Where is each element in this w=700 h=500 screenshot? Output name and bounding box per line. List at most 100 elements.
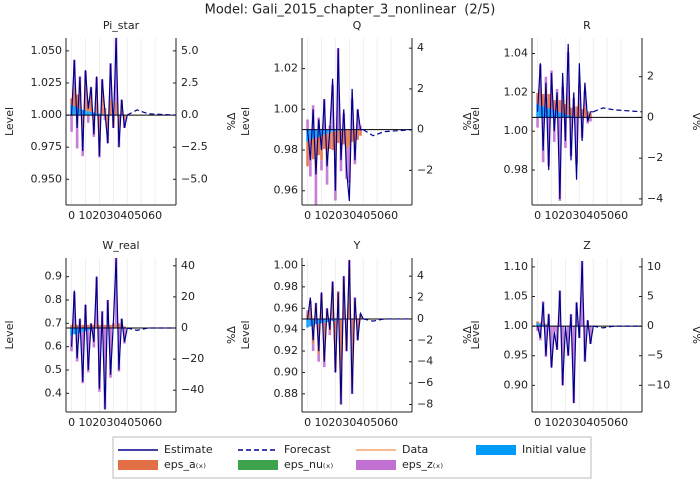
contribution-bar [328, 331, 332, 335]
y-tick-label: 0.8 [45, 293, 63, 306]
x-tick-label: 20 [558, 209, 572, 222]
contribution-bar [109, 63, 112, 100]
contribution-bar [541, 324, 545, 327]
contribution-bar [314, 318, 318, 325]
contribution-bar [306, 141, 309, 167]
y-tick-label: 1.04 [504, 47, 529, 60]
contribution-bar [569, 115, 573, 118]
x-tick-label: 10 [544, 416, 558, 429]
y2-tick-label: 10 [647, 260, 661, 273]
y2-tick-label: 0 [417, 312, 424, 325]
contribution-bar [320, 160, 323, 171]
contribution-bar [114, 101, 118, 115]
contribution-bar [342, 130, 346, 145]
contribution-bar [331, 84, 334, 130]
forecast-line [362, 129, 413, 137]
contribution-bar [98, 113, 101, 116]
y-tick-label: 0.4 [45, 386, 63, 399]
x-tick-label: 30 [342, 209, 356, 222]
contribution-bar [555, 88, 559, 96]
legend-swatch [476, 445, 516, 455]
y2-tick-label: −6 [417, 376, 433, 389]
x-tick-label: 50 [600, 209, 614, 222]
level-line [306, 260, 364, 405]
contribution-bar [322, 322, 326, 361]
contribution-bar [314, 137, 318, 169]
contribution-bar [322, 129, 326, 135]
y-axis-label: Level [469, 320, 482, 349]
y-tick-label: 1.00 [274, 102, 299, 115]
y-tick-label: 1.02 [504, 85, 529, 98]
x-tick-label: 0 [534, 209, 541, 222]
y2-axis-label: %Δ [225, 112, 238, 130]
contribution-bar [331, 318, 334, 322]
contribution-bar [70, 115, 73, 132]
contribution-bar [120, 108, 124, 116]
y2-tick-label: −4 [417, 355, 433, 368]
legend-swatch [118, 460, 158, 470]
contribution-bar [106, 115, 110, 128]
contribution-bar [536, 117, 539, 128]
contribution-bar [336, 48, 340, 130]
level-line [536, 260, 594, 404]
contribution-bar [572, 326, 576, 404]
x-tick-label: 30 [572, 416, 586, 429]
contribution-bar [317, 136, 321, 156]
y-tick-label: 1.02 [274, 62, 299, 75]
contribution-bar [536, 321, 539, 324]
contribution-bar [89, 92, 93, 112]
contribution-bar [309, 139, 312, 157]
contribution-bar [114, 258, 118, 325]
y2-tick-label: 4 [417, 269, 424, 282]
contribution-bar [306, 318, 309, 328]
y2-tick-label: −5 [647, 349, 663, 362]
contribution-bar [575, 106, 578, 117]
contribution-bar [336, 291, 340, 293]
contribution-bar [75, 107, 79, 116]
contribution-bar [311, 343, 315, 352]
contribution-bar [109, 328, 112, 378]
panel-title: Z [583, 239, 591, 252]
y2-tick-label: 4 [417, 41, 424, 54]
y-tick-label: 0.88 [274, 387, 299, 400]
y-tick-label: 0.7 [45, 316, 63, 329]
contribution-bar [578, 84, 581, 103]
contribution-bar [575, 117, 578, 165]
x-tick-label: 40 [586, 209, 600, 222]
contribution-bar [81, 328, 85, 332]
contribution-bar [566, 97, 570, 116]
x-tick-label: 60 [614, 416, 628, 429]
contribution-bar [580, 260, 584, 327]
legend-label: Data [402, 443, 428, 456]
contribution-bar [306, 119, 309, 130]
x-tick-label: 20 [92, 209, 106, 222]
legend-label: eps_z₍ₓ₎ [402, 458, 443, 471]
contribution-bar [353, 129, 357, 144]
forecast-line [127, 327, 176, 331]
contribution-bar [580, 109, 584, 118]
contribution-bar [109, 99, 112, 115]
contribution-bar [544, 107, 548, 118]
contribution-bar [322, 318, 326, 323]
x-tick-label: 30 [572, 209, 586, 222]
y-tick-label: 0.92 [274, 344, 299, 357]
contribution-bar [336, 130, 340, 144]
y2-tick-label: 0 [181, 321, 188, 334]
x-tick-label: 0 [304, 416, 311, 429]
forecast-line [363, 318, 412, 322]
contribution-bar [583, 90, 587, 108]
contribution-bar [98, 115, 101, 135]
contribution-bar [325, 160, 329, 185]
contribution-bar [541, 106, 545, 118]
level-line [70, 37, 128, 157]
y2-axis-label: %Δ [225, 326, 238, 344]
y-tick-label: 0.6 [45, 340, 63, 353]
x-tick-label: 60 [384, 416, 398, 429]
contribution-bar [334, 318, 337, 321]
legend-label: eps_nu₍ₓ₎ [284, 458, 334, 471]
contribution-bar [309, 156, 312, 177]
y-tick-label: 0.975 [31, 140, 63, 153]
y-tick-label: 1.10 [504, 260, 529, 273]
contribution-bar [95, 87, 98, 114]
contribution-bar [583, 107, 587, 118]
